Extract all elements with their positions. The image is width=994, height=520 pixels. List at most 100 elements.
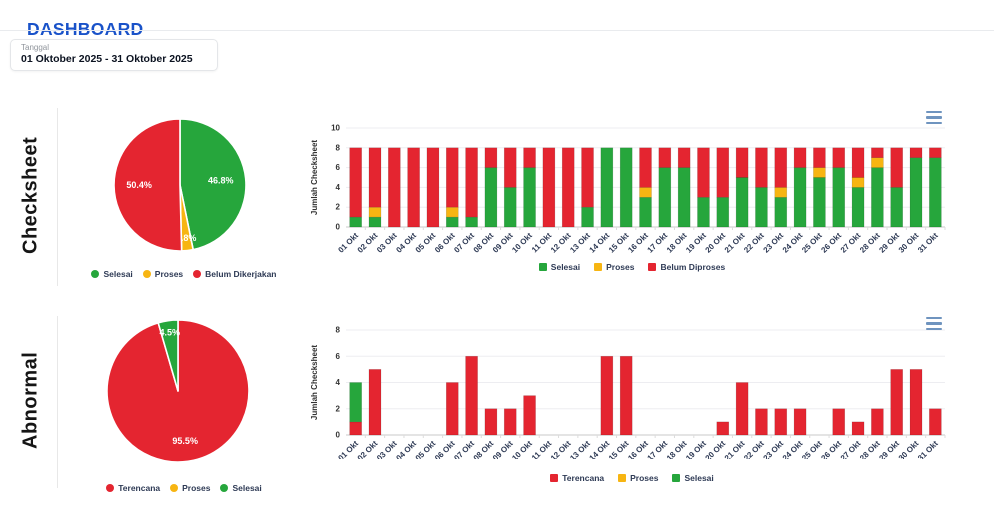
bar-segment-belum-diproses[interactable]	[890, 147, 903, 188]
pie-slice-selesai[interactable]	[179, 118, 247, 251]
pie-slice-selesai[interactable]	[157, 319, 179, 392]
legend-item-selesai[interactable]: Selesai	[672, 473, 714, 483]
bar-segment-proses[interactable]	[851, 177, 865, 188]
bar-segment-selesai[interactable]	[523, 167, 536, 228]
bar-segment-belum-diproses[interactable]	[774, 147, 788, 188]
checksheet-chart-menu-icon[interactable]	[925, 110, 943, 125]
bar-segment-belum-diproses[interactable]	[755, 147, 768, 188]
bar-segment-terencana[interactable]	[755, 408, 768, 436]
bar-segment-selesai[interactable]	[619, 147, 633, 228]
bar-segment-terencana[interactable]	[793, 408, 807, 436]
bar-segment-belum-diproses[interactable]	[716, 147, 730, 198]
bar-segment-belum-diproses[interactable]	[658, 147, 672, 168]
bar-segment-terencana[interactable]	[909, 369, 923, 436]
bar-segment-selesai[interactable]	[349, 216, 362, 228]
legend-item-terencana[interactable]: Terencana	[550, 473, 604, 483]
bar-segment-belum-diproses[interactable]	[523, 147, 536, 168]
bar-segment-belum-diproses[interactable]	[871, 147, 884, 158]
bar-segment-selesai[interactable]	[677, 167, 691, 228]
bar-segment-belum-diproses[interactable]	[445, 147, 459, 208]
bar-segment-terencana[interactable]	[871, 408, 884, 436]
date-filter[interactable]: Tanggal 01 Oktober 2025 - 31 Oktober 202…	[10, 39, 218, 71]
bar-segment-terencana[interactable]	[349, 421, 362, 436]
pie-slice-belum-dikerjakan[interactable]	[113, 118, 183, 252]
bar-segment-proses[interactable]	[445, 206, 459, 218]
bar-segment-selesai[interactable]	[349, 382, 362, 423]
bar-segment-proses[interactable]	[774, 187, 788, 198]
bar-segment-terencana[interactable]	[445, 382, 459, 436]
bar-segment-selesai[interactable]	[503, 187, 517, 228]
bar-segment-terencana[interactable]	[851, 421, 865, 436]
bar-segment-belum-diproses[interactable]	[368, 147, 382, 208]
bar-segment-terencana[interactable]	[503, 408, 517, 436]
bar-segment-belum-diproses[interactable]	[813, 147, 826, 168]
bar-segment-terencana[interactable]	[774, 408, 788, 436]
bar-segment-belum-diproses[interactable]	[697, 147, 710, 198]
legend-item-belum-diproses[interactable]: Belum Diproses	[648, 262, 725, 272]
bar-segment-belum-diproses[interactable]	[677, 147, 691, 168]
bar-segment-selesai[interactable]	[735, 177, 749, 228]
bar-segment-belum-diproses[interactable]	[735, 147, 749, 178]
bar-segment-proses[interactable]	[368, 206, 382, 218]
legend-item-proses[interactable]: Proses	[618, 473, 658, 483]
bar-segment-belum-diproses[interactable]	[542, 147, 556, 228]
bar-segment-belum-diproses[interactable]	[407, 147, 420, 228]
bar-segment-belum-diproses[interactable]	[929, 147, 942, 158]
bar-segment-terencana[interactable]	[368, 369, 382, 436]
bar-segment-belum-diproses[interactable]	[851, 147, 865, 178]
bar-segment-belum-diproses[interactable]	[426, 147, 440, 228]
bar-segment-belum-diproses[interactable]	[465, 147, 478, 218]
legend-item-selesai[interactable]: Selesai	[538, 262, 580, 272]
bar-segment-selesai[interactable]	[581, 206, 594, 228]
bar-segment-terencana[interactable]	[832, 408, 846, 436]
bar-segment-belum-diproses[interactable]	[581, 147, 594, 208]
bar-segment-selesai[interactable]	[658, 167, 672, 228]
bar-segment-selesai[interactable]	[793, 167, 807, 228]
bar-segment-belum-diproses[interactable]	[561, 147, 575, 228]
bar-segment-selesai[interactable]	[445, 216, 459, 228]
bar-segment-selesai[interactable]	[755, 187, 768, 228]
legend-item-selesai[interactable]: Selesai	[91, 269, 133, 279]
legend-item-proses[interactable]: Proses	[594, 262, 634, 272]
legend-item-belum-dikerjakan[interactable]: Belum Dikerjakan	[193, 269, 277, 279]
bar-segment-belum-diproses[interactable]	[639, 147, 652, 188]
abnormal-chart-menu-icon[interactable]	[925, 316, 943, 331]
bar-segment-selesai[interactable]	[890, 187, 903, 228]
bar-segment-terencana[interactable]	[735, 382, 749, 436]
bar-segment-selesai[interactable]	[697, 197, 710, 228]
bar-segment-selesai[interactable]	[909, 157, 923, 228]
bar-segment-belum-diproses[interactable]	[349, 147, 362, 218]
bar-segment-terencana[interactable]	[619, 355, 633, 436]
bar-segment-selesai[interactable]	[813, 177, 826, 228]
bar-segment-selesai[interactable]	[484, 167, 498, 228]
bar-segment-selesai[interactable]	[851, 187, 865, 228]
bar-segment-selesai[interactable]	[600, 147, 614, 228]
bar-segment-selesai[interactable]	[716, 197, 730, 228]
bar-segment-terencana[interactable]	[929, 408, 942, 436]
bar-segment-terencana[interactable]	[716, 421, 730, 436]
bar-segment-selesai[interactable]	[639, 197, 652, 228]
bar-segment-terencana[interactable]	[600, 355, 614, 436]
legend-item-selesai[interactable]: Selesai	[220, 483, 262, 493]
bar-segment-selesai[interactable]	[871, 167, 884, 228]
bar-segment-belum-diproses[interactable]	[388, 147, 401, 228]
bar-segment-belum-diproses[interactable]	[484, 147, 498, 168]
legend-item-proses[interactable]: Proses	[142, 269, 183, 279]
bar-segment-selesai[interactable]	[465, 216, 478, 228]
bar-segment-belum-diproses[interactable]	[793, 147, 807, 168]
bar-segment-belum-diproses[interactable]	[832, 147, 846, 168]
bar-segment-belum-diproses[interactable]	[909, 147, 923, 158]
legend-item-proses[interactable]: Proses	[170, 483, 210, 493]
bar-segment-selesai[interactable]	[929, 157, 942, 228]
bar-segment-proses[interactable]	[813, 167, 826, 178]
legend-item-terencana[interactable]: Terencana	[106, 483, 160, 493]
bar-segment-proses[interactable]	[639, 187, 652, 198]
bar-segment-selesai[interactable]	[774, 197, 788, 228]
bar-segment-terencana[interactable]	[465, 355, 478, 436]
bar-segment-terencana[interactable]	[890, 369, 903, 436]
bar-segment-terencana[interactable]	[523, 395, 536, 436]
bar-segment-terencana[interactable]	[484, 408, 498, 436]
bar-segment-selesai[interactable]	[368, 216, 382, 228]
bar-segment-selesai[interactable]	[832, 167, 846, 228]
bar-segment-belum-diproses[interactable]	[503, 147, 517, 188]
